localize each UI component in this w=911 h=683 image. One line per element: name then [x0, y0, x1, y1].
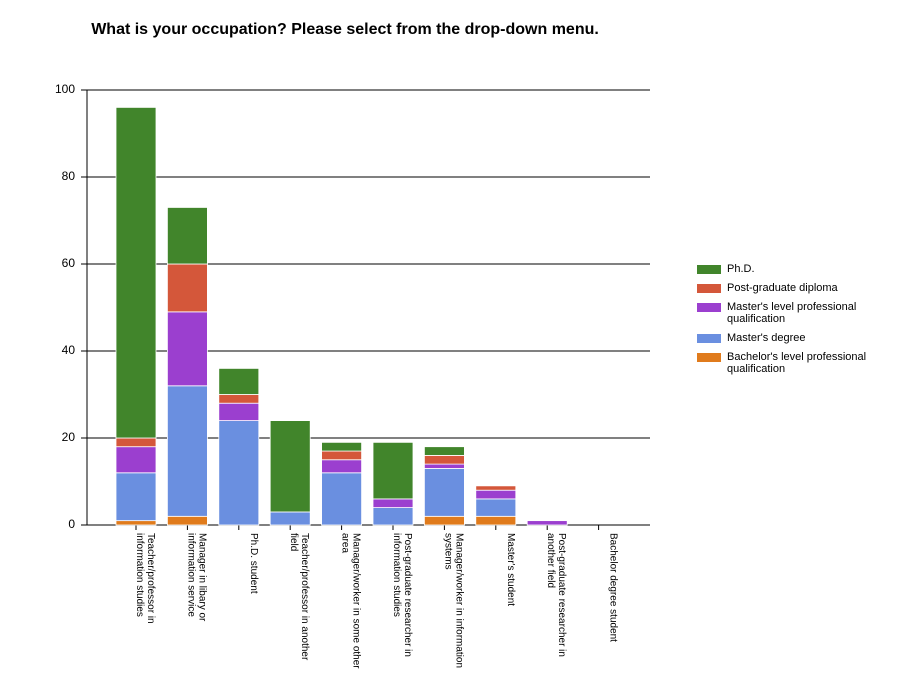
- x-tick-label: Master's student: [504, 533, 516, 607]
- bar-segment: [166, 515, 208, 526]
- bar-segment: [269, 511, 311, 526]
- bar-segment: [475, 515, 517, 526]
- x-tick-label: Teacher/professor in information studies: [134, 533, 156, 624]
- y-tick-label: 60: [62, 256, 76, 270]
- bar-segment: [321, 450, 363, 461]
- bar-segment: [372, 498, 414, 508]
- legend-swatch: [697, 265, 721, 274]
- bar-segment: [166, 263, 208, 313]
- legend-label: Master's degree: [727, 332, 806, 344]
- bar-segment: [475, 485, 517, 491]
- x-tick-label: Bachelor degree student: [607, 533, 619, 642]
- legend-item: Ph.D.: [697, 263, 907, 275]
- bar-segment: [166, 311, 208, 387]
- bar-segment: [115, 437, 157, 448]
- x-tick-label: Manager/worker in some other area: [339, 533, 362, 669]
- bar-segment: [321, 441, 363, 452]
- bar-segment: [321, 459, 363, 474]
- legend-swatch: [697, 284, 721, 293]
- bar-segment: [218, 420, 260, 526]
- bar-segment: [269, 420, 311, 513]
- legend-swatch: [697, 353, 721, 362]
- bar-segment: [475, 498, 517, 517]
- bar-segment: [115, 107, 157, 439]
- bar-segment: [218, 367, 260, 395]
- legend-label: Bachelor's level professional qualificat…: [727, 351, 867, 375]
- bar-segment: [423, 463, 465, 469]
- bar-segment: [115, 446, 157, 474]
- bar-segment: [321, 472, 363, 526]
- legend-swatch: [697, 334, 721, 343]
- x-tick-label: Ph.D. student: [247, 533, 259, 594]
- bar-segment: [423, 515, 465, 526]
- bar-segment: [115, 520, 157, 526]
- bar-segment: [423, 468, 465, 517]
- legend-label: Post-graduate diploma: [727, 282, 838, 294]
- x-tick-label: Post-graduate researcher in another fiel…: [545, 533, 568, 657]
- y-tick-label: 40: [62, 343, 76, 357]
- y-tick-label: 0: [68, 517, 75, 531]
- x-tick-label: Manager in libary or information service: [185, 533, 208, 622]
- legend-item: Master's degree: [697, 332, 907, 344]
- bar-segment: [115, 472, 157, 522]
- legend-label: Master's level professional qualificatio…: [727, 301, 857, 325]
- bar-segment: [423, 454, 465, 465]
- bar-segment: [423, 446, 465, 456]
- y-tick-label: 80: [62, 169, 76, 183]
- bar-segment: [372, 507, 414, 526]
- bar-segment: [372, 441, 414, 500]
- legend-item: Master's level professional qualificatio…: [697, 301, 907, 325]
- legend-item: Bachelor's level professional qualificat…: [697, 351, 907, 375]
- bar-segment: [218, 402, 260, 422]
- bar-segment: [166, 207, 208, 265]
- bar-segment: [526, 520, 568, 526]
- y-tick-label: 20: [62, 430, 76, 444]
- legend-label: Ph.D.: [727, 263, 755, 275]
- chart-title: What is your occupation? Please select f…: [91, 21, 599, 38]
- bar-segment: [475, 489, 517, 500]
- bar-segment: [166, 385, 208, 517]
- bar-segment: [218, 394, 260, 404]
- legend-swatch: [697, 303, 721, 312]
- x-tick-label: Post-graduate researcher in information …: [391, 533, 413, 657]
- x-tick-label: Teacher/professor in another field: [288, 533, 311, 661]
- y-tick-label: 100: [55, 82, 75, 96]
- x-tick-label: Manager/worker in information systems: [442, 533, 465, 669]
- legend-item: Post-graduate diploma: [697, 282, 907, 294]
- legend: Ph.D. Post-graduate diploma Master's level…: [697, 263, 907, 382]
